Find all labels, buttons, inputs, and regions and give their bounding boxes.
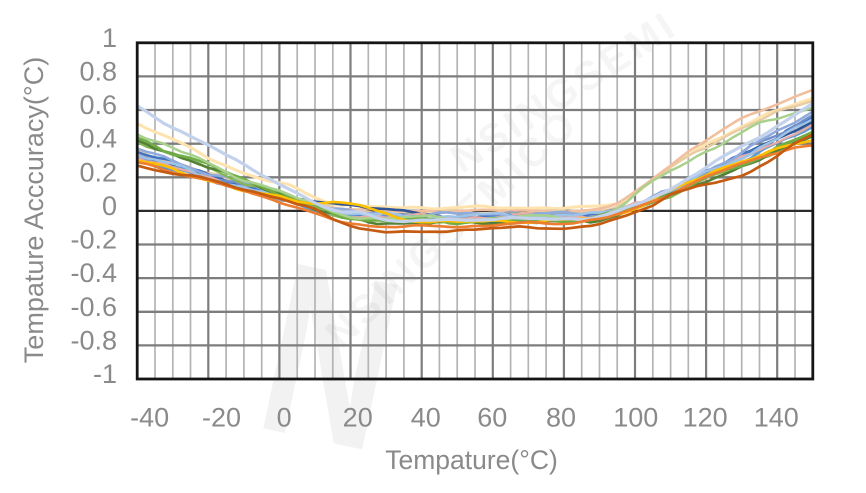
svg-text:140: 140 [754,403,799,433]
svg-text:20: 20 [343,403,373,433]
svg-text:0.6: 0.6 [79,90,117,120]
svg-text:-20: -20 [202,403,241,433]
svg-text:1: 1 [102,23,117,53]
svg-text:0.2: 0.2 [79,157,117,187]
svg-text:Tempature(°C): Tempature(°C) [385,445,558,475]
svg-text:0: 0 [277,403,292,433]
svg-text:0: 0 [102,191,117,221]
svg-text:0.8: 0.8 [79,56,117,86]
svg-text:100: 100 [613,403,658,433]
svg-text:80: 80 [546,403,576,433]
svg-text:0.4: 0.4 [79,124,117,154]
svg-text:-0.6: -0.6 [70,292,117,322]
svg-text:-0.2: -0.2 [70,225,117,255]
svg-text:120: 120 [683,403,728,433]
svg-text:-0.4: -0.4 [70,258,117,288]
svg-text:-40: -40 [130,403,169,433]
svg-text:40: 40 [411,403,441,433]
svg-text:-0.8: -0.8 [70,325,117,355]
svg-text:-1: -1 [93,359,117,389]
svg-text:Tempature Acccuracy(°C): Tempature Acccuracy(°C) [19,57,49,363]
svg-text:60: 60 [477,403,507,433]
